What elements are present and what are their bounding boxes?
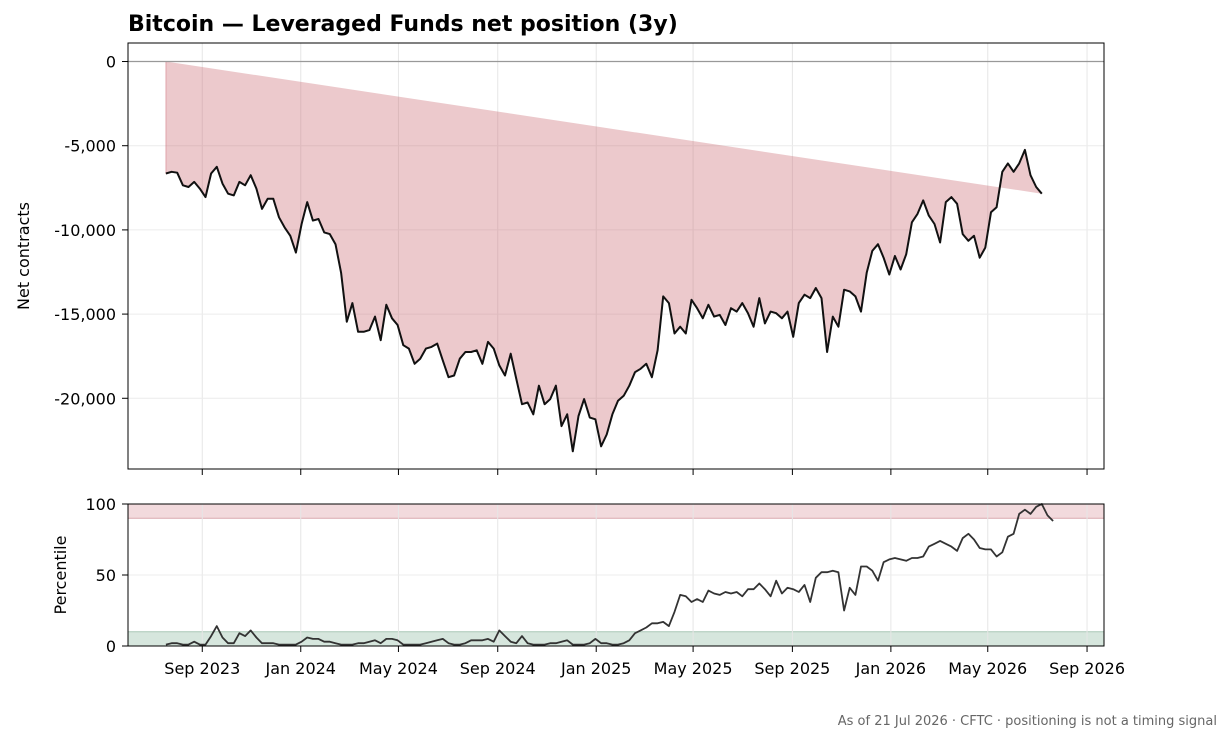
- bottom-x-tick-label: Jan 2024: [265, 659, 336, 678]
- bottom-x-ticks: Sep 2023 Jan 2024 May 2024 Sep 2024 Jan 2025…: [164, 646, 1125, 678]
- bottom-x-tick-label: May 2026: [948, 659, 1027, 678]
- bottom-x-tick-label: Sep 2024: [460, 659, 536, 678]
- percentile-band: [128, 504, 1104, 519]
- chart-title: Bitcoin — Leveraged Funds net position (…: [128, 12, 678, 37]
- bottom-x-tick-label: May 2024: [359, 659, 438, 678]
- bottom-y-ticks: 0 50 100: [85, 495, 128, 656]
- bottom-x-tick-label: Jan 2026: [855, 659, 926, 678]
- net-position-area: [165, 61, 1043, 452]
- percentile-band: [128, 631, 1104, 646]
- footnote: As of 21 Jul 2026 · CFTC · positioning i…: [837, 714, 1217, 729]
- net-position-panel: 0 -5,000 -10,000 -15,000 -20,000 Net contrac…: [14, 42, 1105, 475]
- top-y-tick-label: -5,000: [64, 137, 116, 156]
- bottom-y-tick-label: 50: [96, 566, 116, 585]
- top-y-tick-label: -10,000: [54, 221, 116, 240]
- bottom-x-tick-label: Jan 2025: [560, 659, 631, 678]
- percentile-bands: [128, 504, 1104, 646]
- percentile-series-line: [165, 503, 1054, 646]
- net-position-line: [165, 148, 1043, 453]
- bottom-x-tick-label: Sep 2025: [754, 659, 830, 678]
- bottom-x-tick-label: Sep 2023: [164, 659, 240, 678]
- percentile-panel: 0 50 100 Sep 2023 Jan 2024 May 2024 Sep 2024 J…: [51, 495, 1125, 678]
- bottom-y-axis-label: Percentile: [51, 536, 70, 615]
- bottom-y-tick-label: 100: [85, 495, 116, 514]
- bottom-gridlines: [128, 503, 1104, 647]
- net-position-series-line: [165, 148, 1043, 453]
- bottom-x-tick-label: Sep 2026: [1049, 659, 1125, 678]
- top-y-tick-label: -15,000: [54, 305, 116, 324]
- top-y-ticks: 0 -5,000 -10,000 -15,000 -20,000: [54, 53, 128, 408]
- top-panel-frame: [127, 42, 1105, 470]
- percentile-line: [165, 503, 1054, 646]
- top-y-tick-label: -20,000: [54, 389, 116, 408]
- top-y-axis-label: Net contracts: [14, 202, 33, 310]
- bottom-x-tick-label: May 2025: [654, 659, 733, 678]
- net-position-fill: [165, 61, 1043, 452]
- bottom-y-tick-label: 0: [106, 637, 116, 656]
- top-x-ticks: [201, 469, 1088, 475]
- top-y-tick-label: 0: [106, 53, 116, 72]
